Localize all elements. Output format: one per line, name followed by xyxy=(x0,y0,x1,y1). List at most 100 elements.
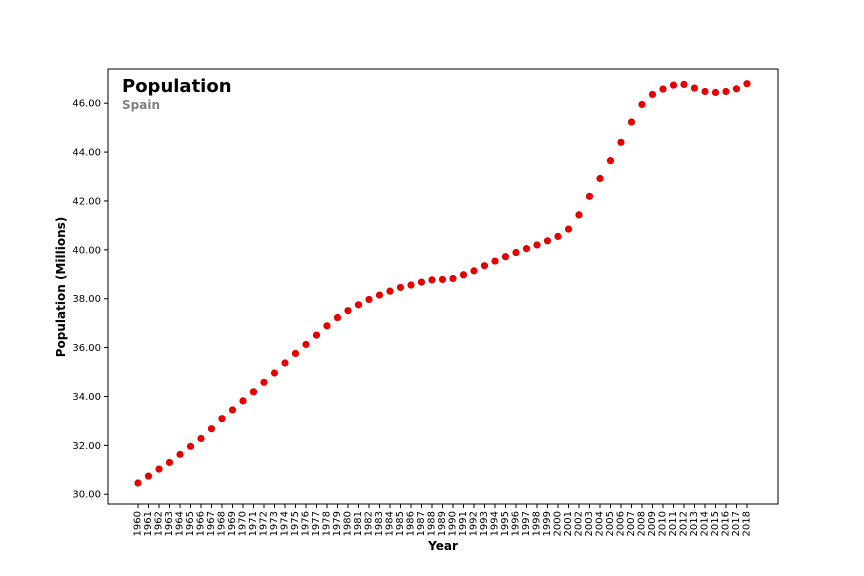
x-tick-label: 2017 xyxy=(731,511,742,536)
data-point xyxy=(417,278,426,286)
data-point xyxy=(312,331,321,339)
x-tick-label: 1961 xyxy=(143,511,154,536)
x-tick-label: 2007 xyxy=(626,511,637,536)
data-point xyxy=(207,425,216,433)
x-tick-label: 1990 xyxy=(448,511,459,536)
x-tick-label: 2001 xyxy=(563,511,574,536)
data-point xyxy=(627,118,636,126)
plot-area xyxy=(107,68,779,505)
data-point xyxy=(512,248,520,257)
data-point xyxy=(218,415,226,423)
y-tick-label: 42.00 xyxy=(72,196,101,207)
data-point xyxy=(480,262,489,270)
data-point xyxy=(459,271,468,279)
x-tick-label: 2010 xyxy=(658,511,669,536)
data-point xyxy=(743,80,751,88)
data-point xyxy=(176,450,184,458)
x-tick-label: 1996 xyxy=(511,511,522,536)
data-point xyxy=(375,291,384,299)
chart-title: Population xyxy=(122,76,232,97)
x-tick-label: 2013 xyxy=(689,511,700,536)
data-point xyxy=(669,81,678,89)
x-tick-label: 1960 xyxy=(133,511,144,536)
x-tick-label: 1977 xyxy=(311,511,322,536)
x-tick-label: 2004 xyxy=(595,511,606,536)
data-point xyxy=(134,479,142,487)
x-tick-label: 1973 xyxy=(269,511,280,536)
x-tick-label: 1970 xyxy=(238,511,249,536)
x-tick-label: 1981 xyxy=(353,511,364,536)
x-tick-label: 1987 xyxy=(416,511,427,536)
data-point xyxy=(575,211,583,219)
data-point xyxy=(323,322,331,330)
x-tick-label: 1998 xyxy=(532,511,543,536)
x-tick-label: 1976 xyxy=(301,511,312,536)
data-point xyxy=(596,174,604,183)
x-tick-label: 1978 xyxy=(322,511,333,536)
data-point xyxy=(722,87,730,96)
x-tick-label: 2000 xyxy=(553,511,564,536)
y-tick-label: 38.00 xyxy=(72,294,101,305)
y-tick-label: 32.00 xyxy=(72,441,101,452)
data-point xyxy=(365,295,373,304)
data-point xyxy=(239,397,247,405)
x-tick-label: 2003 xyxy=(584,511,595,536)
data-series xyxy=(134,80,751,487)
data-point xyxy=(197,434,205,443)
x-tick-label: 2011 xyxy=(668,511,679,536)
x-tick-label: 1972 xyxy=(259,511,270,536)
data-point xyxy=(564,225,573,233)
x-tick-label: 1993 xyxy=(479,511,490,536)
x-tick-label: 1979 xyxy=(332,511,343,536)
data-point xyxy=(249,388,258,396)
data-point xyxy=(396,283,405,292)
x-tick-label: 1997 xyxy=(521,511,532,536)
x-tick-label: 1988 xyxy=(427,511,438,536)
x-tick-label: 1999 xyxy=(542,511,553,536)
data-point xyxy=(470,267,478,275)
x-tick-label: 1963 xyxy=(164,511,175,536)
x-tick-label: 1984 xyxy=(385,511,396,536)
data-point xyxy=(438,275,447,284)
data-point xyxy=(428,276,436,284)
x-tick-label: 1989 xyxy=(437,511,448,536)
data-point xyxy=(543,237,552,245)
x-tick-label: 1992 xyxy=(469,511,480,536)
x-tick-label: 1994 xyxy=(490,511,501,536)
chart-subtitle: Spain xyxy=(122,98,160,112)
x-tick-label: 2002 xyxy=(574,511,585,536)
data-point xyxy=(155,465,163,473)
data-point xyxy=(344,307,352,315)
x-tick-label: 2012 xyxy=(679,511,690,536)
data-point xyxy=(186,442,195,450)
data-point xyxy=(648,90,657,99)
x-tick-label: 2014 xyxy=(700,511,711,536)
data-point xyxy=(690,84,699,92)
x-tick-label: 1969 xyxy=(227,511,238,536)
data-point xyxy=(732,85,741,93)
data-point xyxy=(659,85,667,93)
data-point xyxy=(165,458,174,467)
x-tick-label: 1964 xyxy=(175,511,186,536)
x-tick-label: 1971 xyxy=(248,511,259,536)
data-point xyxy=(386,287,394,295)
data-point xyxy=(354,301,363,309)
data-point xyxy=(617,138,625,146)
x-tick-label: 1962 xyxy=(154,511,165,536)
data-point xyxy=(281,359,289,367)
y-tick-label: 36.00 xyxy=(72,343,101,354)
x-tick-label: 1985 xyxy=(395,511,406,536)
x-tick-label: 2015 xyxy=(710,511,721,536)
data-point xyxy=(711,88,720,97)
x-axis: 1960 1961 1962 1963 1964 1965 1966 1967 1968 1969… xyxy=(133,504,753,536)
x-tick-label: 1968 xyxy=(217,511,228,536)
x-tick-label: 2009 xyxy=(647,511,658,536)
y-tick-label: 46.00 xyxy=(72,99,101,110)
x-tick-label: 2018 xyxy=(742,511,753,536)
data-point xyxy=(144,472,153,480)
x-tick-label: 1986 xyxy=(406,511,417,536)
data-point xyxy=(260,378,268,386)
x-tick-label: 2008 xyxy=(637,511,648,536)
y-axis-title: Population (Millions) xyxy=(54,217,68,358)
